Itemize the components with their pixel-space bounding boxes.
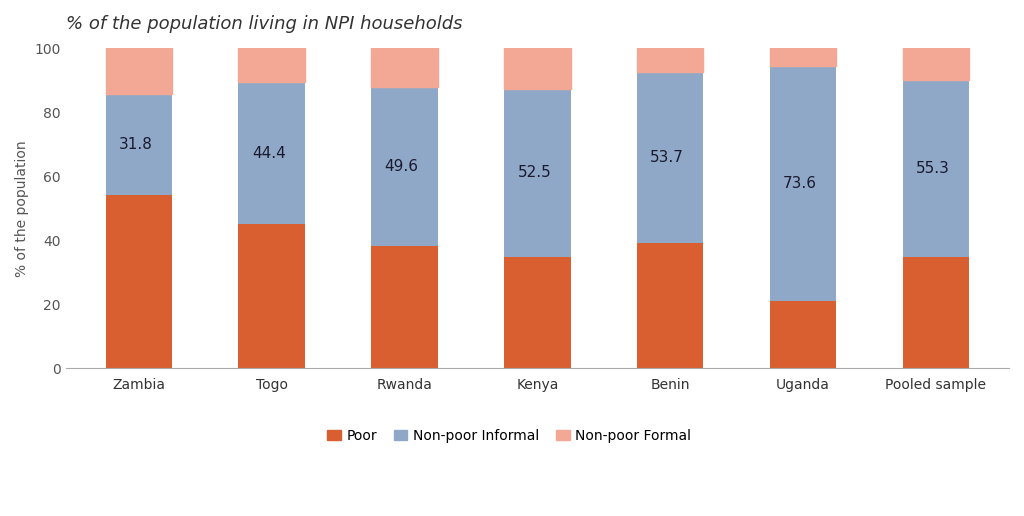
Text: 31.8: 31.8 bbox=[119, 137, 153, 152]
Bar bbox=[637, 72, 703, 244]
Bar bbox=[372, 246, 438, 368]
Bar bbox=[504, 49, 570, 89]
Bar bbox=[637, 49, 703, 72]
Bar bbox=[903, 49, 969, 80]
Bar bbox=[105, 94, 172, 196]
Bar bbox=[770, 301, 837, 368]
Bar bbox=[504, 89, 570, 257]
Bar bbox=[105, 49, 172, 94]
Text: 52.5: 52.5 bbox=[517, 166, 551, 181]
Bar bbox=[770, 66, 837, 301]
Text: 53.7: 53.7 bbox=[650, 150, 684, 165]
Y-axis label: % of the population: % of the population bbox=[15, 140, 29, 277]
Text: 55.3: 55.3 bbox=[916, 160, 950, 175]
Bar bbox=[372, 49, 438, 87]
Bar bbox=[105, 196, 172, 368]
Bar bbox=[239, 83, 305, 224]
Text: % of the population living in NPI households: % of the population living in NPI househ… bbox=[66, 15, 462, 33]
Bar bbox=[903, 256, 969, 368]
Bar bbox=[637, 244, 703, 368]
Text: 73.6: 73.6 bbox=[783, 176, 817, 191]
Bar bbox=[372, 87, 438, 246]
Bar bbox=[239, 49, 305, 83]
Bar bbox=[903, 80, 969, 256]
Bar bbox=[239, 224, 305, 368]
Text: 44.4: 44.4 bbox=[252, 146, 286, 161]
Legend: Poor, Non-poor Informal, Non-poor Formal: Poor, Non-poor Informal, Non-poor Formal bbox=[322, 423, 697, 448]
Bar bbox=[504, 257, 570, 368]
Bar bbox=[770, 49, 837, 66]
Text: 49.6: 49.6 bbox=[385, 159, 419, 174]
